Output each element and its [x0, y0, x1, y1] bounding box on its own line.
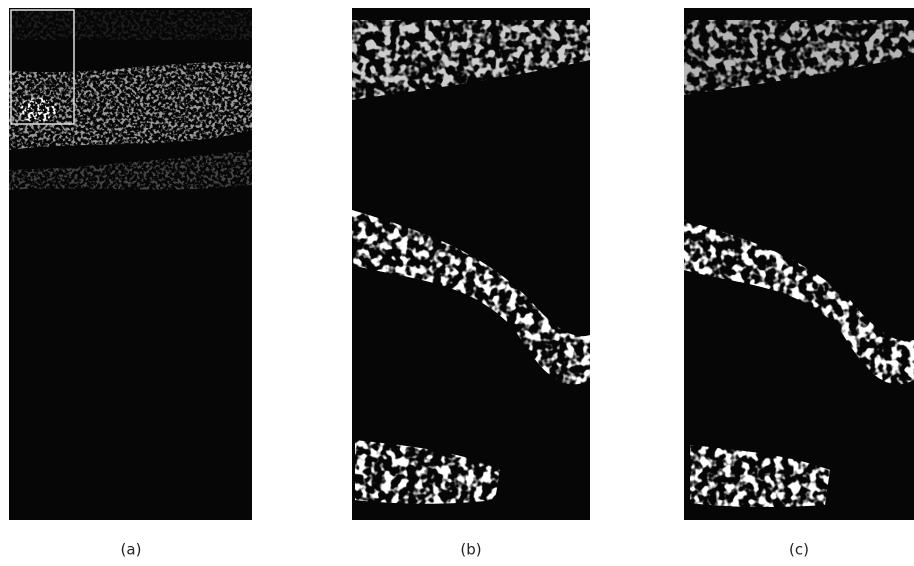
panel-b — [352, 8, 590, 520]
figure: (a) (b) (c) — [0, 0, 914, 566]
panel-label: (a) — [121, 541, 142, 559]
panel-label: (b) — [460, 541, 481, 559]
panel-a — [9, 8, 252, 520]
panel-label: (c) — [789, 541, 809, 559]
panel-c — [684, 8, 914, 520]
page: (a) (b) (c) (() => { const data = JSON.p… — [0, 0, 914, 566]
